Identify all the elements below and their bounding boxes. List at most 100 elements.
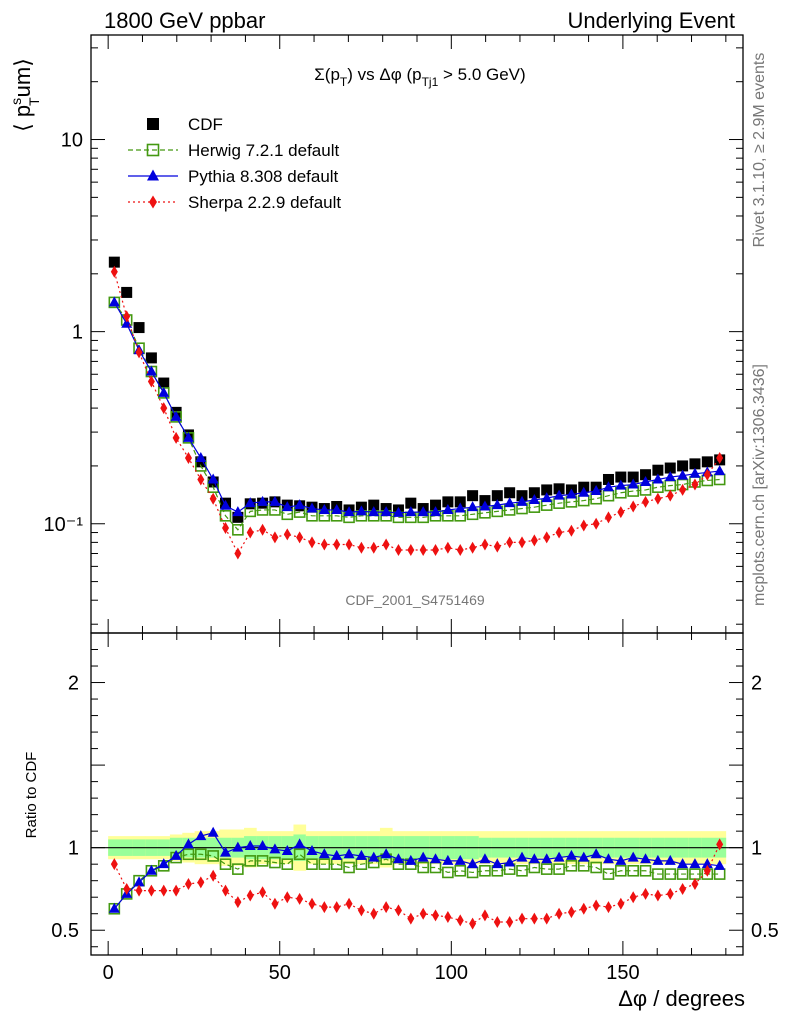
data-point bbox=[689, 458, 701, 470]
ratio-point bbox=[343, 848, 355, 859]
series-line bbox=[113, 271, 721, 555]
ratio-point bbox=[207, 826, 219, 837]
ratio-point bbox=[528, 853, 540, 864]
ratio-point bbox=[207, 850, 219, 862]
rivet-label: Rivet 3.1.10, ≥ 2.9M events bbox=[751, 53, 768, 248]
data-point bbox=[454, 502, 466, 513]
data-point bbox=[320, 538, 328, 551]
ratio-point bbox=[691, 877, 699, 890]
ratio-series-herwig-7-2-1-default bbox=[108, 848, 726, 915]
data-point bbox=[454, 496, 466, 508]
x-tick-label: 0 bbox=[103, 962, 114, 984]
data-point bbox=[689, 467, 701, 478]
data-point bbox=[244, 497, 256, 508]
data-point bbox=[419, 544, 427, 557]
data-point bbox=[516, 490, 528, 502]
ratio-point bbox=[518, 912, 526, 925]
ratio-point bbox=[467, 858, 479, 869]
data-point bbox=[629, 500, 637, 513]
data-point bbox=[207, 473, 219, 484]
data-point bbox=[602, 481, 614, 492]
x-tick-label: 150 bbox=[606, 962, 639, 984]
ratio-point bbox=[244, 840, 256, 851]
ratio-point bbox=[716, 838, 724, 851]
data-point bbox=[604, 511, 612, 524]
y-tick-label: 1 bbox=[72, 322, 83, 344]
ratio-y-tick-label-right: 0.5 bbox=[751, 920, 779, 942]
ratio-point bbox=[417, 861, 429, 874]
data-point bbox=[271, 531, 279, 544]
ratio-point bbox=[293, 848, 306, 861]
ratio-point bbox=[170, 849, 182, 860]
data-point bbox=[296, 531, 304, 544]
data-point bbox=[158, 377, 170, 389]
data-point bbox=[160, 402, 168, 415]
ratio-point bbox=[160, 884, 168, 897]
ratio-point bbox=[493, 915, 501, 928]
ratio-point bbox=[565, 849, 577, 860]
ratio-series-sherpa-2-2-9-default bbox=[110, 838, 724, 930]
data-point bbox=[442, 496, 454, 508]
ratio-frame bbox=[90, 632, 744, 956]
ratio-point bbox=[355, 849, 367, 860]
ratio-y-tick-label-right: 2 bbox=[751, 673, 762, 695]
ratio-point bbox=[530, 912, 538, 925]
data-point bbox=[580, 519, 588, 532]
data-point bbox=[318, 503, 330, 514]
data-point bbox=[493, 540, 501, 553]
data-point bbox=[269, 495, 281, 506]
data-point bbox=[555, 526, 563, 539]
data-point bbox=[716, 451, 724, 464]
ratio-point bbox=[652, 868, 664, 880]
ratio-point bbox=[147, 884, 155, 897]
mcplots-label: mcplots.cern.ch [arXiv:1306.3436] bbox=[751, 364, 768, 606]
data-point bbox=[121, 286, 133, 298]
ratio-point bbox=[158, 858, 170, 869]
data-point bbox=[528, 493, 540, 504]
ratio-point bbox=[629, 891, 637, 904]
data-point bbox=[602, 473, 614, 485]
data-point bbox=[219, 510, 232, 522]
ratio-point bbox=[419, 907, 427, 920]
legend-marker bbox=[149, 195, 157, 209]
ratio-point bbox=[703, 864, 711, 877]
data-point bbox=[172, 431, 180, 444]
ratio-point bbox=[615, 854, 627, 865]
data-point bbox=[703, 468, 711, 481]
data-point bbox=[394, 544, 402, 557]
data-point bbox=[308, 536, 316, 549]
ratio-point bbox=[306, 844, 318, 855]
ratio-point bbox=[553, 851, 565, 862]
data-point bbox=[222, 522, 230, 535]
ratio-point bbox=[664, 868, 677, 880]
ratio-point bbox=[172, 884, 180, 897]
ratio-point bbox=[642, 887, 650, 900]
ratio-point bbox=[256, 855, 269, 867]
ratio-point bbox=[318, 848, 330, 859]
ratio-point bbox=[195, 848, 207, 861]
ratio-point bbox=[664, 854, 676, 865]
data-point bbox=[417, 506, 429, 517]
ratio-point bbox=[689, 858, 701, 869]
data-point bbox=[456, 544, 464, 557]
series-line bbox=[113, 302, 720, 531]
data-point bbox=[430, 499, 442, 511]
ratio-point bbox=[417, 851, 429, 862]
ratio-point bbox=[679, 882, 687, 895]
data-point bbox=[108, 296, 120, 307]
data-point bbox=[380, 506, 392, 517]
ratio-point bbox=[182, 838, 194, 849]
series-sherpa-2-2-9-default bbox=[110, 265, 724, 560]
ratio-point bbox=[454, 864, 467, 877]
data-point bbox=[392, 506, 404, 517]
data-point bbox=[209, 492, 217, 505]
ratio-point bbox=[639, 864, 652, 877]
ratio-point bbox=[442, 854, 454, 865]
data-point bbox=[331, 503, 343, 514]
data-point bbox=[617, 506, 625, 519]
data-point bbox=[491, 490, 503, 502]
data-point bbox=[234, 547, 242, 560]
ratio-point bbox=[281, 858, 294, 870]
data-point bbox=[541, 484, 553, 496]
ratio-point bbox=[232, 863, 244, 875]
